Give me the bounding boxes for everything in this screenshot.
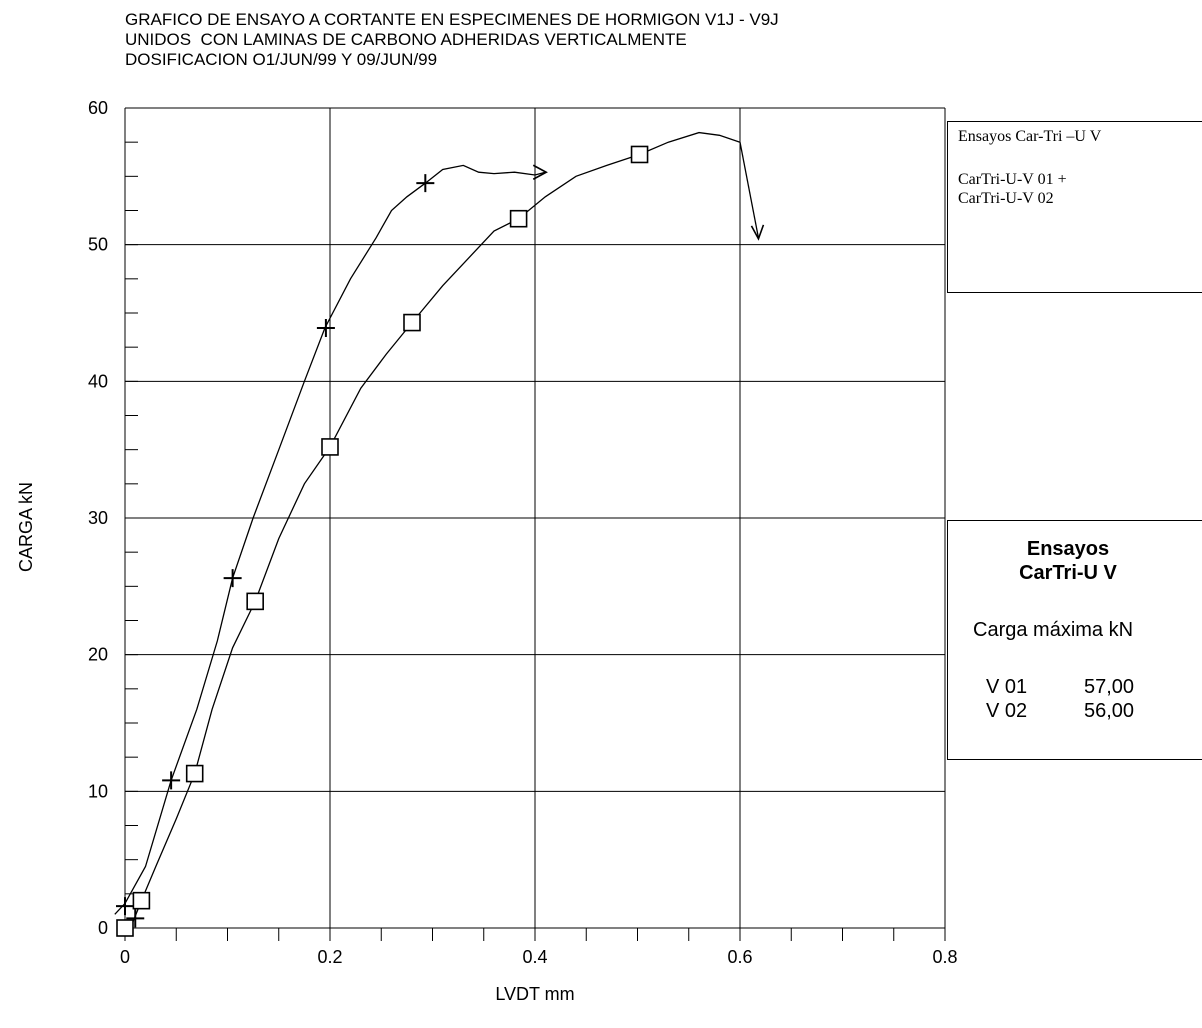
y-tick-label: 60 [88, 98, 108, 118]
y-tick-label: 30 [88, 508, 108, 528]
x-tick-label: 0.4 [522, 947, 547, 967]
legend-heading: Ensayos Car-Tri –U V [958, 128, 1102, 145]
data-series [114, 131, 765, 937]
x-tick-label: 0.8 [932, 947, 957, 967]
square-marker [185, 764, 204, 783]
series-1 [114, 164, 548, 928]
plus-marker [126, 909, 145, 928]
title-line-3: DOSIFICACION O1/JUN/99 Y 09/JUN/99 [125, 50, 438, 69]
legend-entry-v02: CarTri-U-V 02 [958, 190, 1054, 207]
end-arrow [532, 164, 548, 180]
summary-title-2: CarTri-U V [1019, 562, 1117, 584]
end-arrow [750, 224, 765, 241]
series-legend: Ensayos Car-Tri –U V CarTri-U-V 01 + Car… [947, 121, 1202, 293]
x-tick-label: 0 [120, 947, 130, 967]
square-marker [321, 438, 339, 456]
y-axis-label: CARGA kN [16, 482, 36, 572]
x-axis-label: LVDT mm [495, 984, 574, 1004]
y-tick-label: 50 [88, 235, 108, 255]
drop-line [739, 142, 760, 238]
x-tick-label: 0.2 [317, 947, 342, 967]
plus-marker [116, 897, 134, 916]
y-tick-label: 10 [88, 781, 108, 801]
title-line-2: UNIDOS CON LAMINAS DE CARBONO ADHERIDAS … [125, 30, 687, 49]
summary-title-1: Ensayos [1026, 538, 1110, 560]
series-line [114, 164, 546, 915]
series-line [124, 131, 741, 929]
y-tick-label: 0 [98, 918, 108, 938]
grid-lines [125, 107, 946, 928]
chart-title: GRAFICO DE ENSAYO A CORTANTE EN ESPECIME… [125, 10, 779, 70]
max-load-summary: Ensayos CarTri-U V Carga máxima kN V 01 … [947, 520, 1202, 760]
series-2 [116, 131, 765, 937]
y-tick-label: 40 [88, 371, 108, 391]
square-marker [246, 592, 264, 611]
square-marker [509, 209, 528, 228]
square-marker [403, 313, 421, 332]
summary-row-v01: V 01 57,00 [986, 676, 1134, 699]
square-marker [630, 145, 649, 164]
plus-marker [162, 771, 181, 790]
plus-marker [223, 569, 242, 588]
plus-marker [416, 174, 435, 193]
y-tick-label: 20 [88, 645, 108, 665]
summary-subtitle: Carga máxima kN [973, 619, 1134, 641]
x-tick-label: 0.6 [727, 947, 752, 967]
square-marker [116, 919, 134, 937]
summary-row-label: V 02 [986, 700, 1028, 722]
square-marker [132, 891, 151, 910]
title-line-1: GRAFICO DE ENSAYO A CORTANTE EN ESPECIME… [125, 10, 779, 29]
legend-entry-v01: CarTri-U-V 01 + [958, 171, 1067, 188]
summary-row-label: V 01 [986, 676, 1028, 698]
summary-row-v02: V 02 56,00 [986, 700, 1134, 723]
summary-row-value: 57,00 [1084, 676, 1135, 698]
summary-row-value: 56,00 [1084, 700, 1135, 722]
plus-marker [316, 319, 335, 338]
axis-ticks: 0 0.2 0.4 0.6 0.8 0 10 20 30 40 50 60 [88, 98, 958, 967]
